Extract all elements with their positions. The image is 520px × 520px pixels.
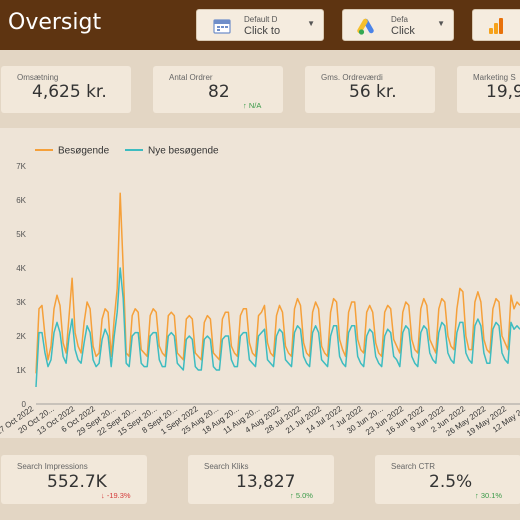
kpi-label: Antal Ordrer xyxy=(169,73,213,82)
y-tick-label: 2K xyxy=(16,332,26,341)
top-bar: Oversigt Default D Click to ▼ Defa Click… xyxy=(0,0,520,50)
date-range-hint: Click to xyxy=(244,25,281,37)
kpi-label: Search Kliks xyxy=(204,462,249,471)
page-title: Oversigt xyxy=(8,10,102,35)
chevron-down-icon: ▼ xyxy=(437,19,445,28)
kpi-value: 56 kr. xyxy=(349,82,397,102)
kpi-card-marketing: Marketing S 19,92 xyxy=(457,66,520,113)
kpi-label: Search Impressions xyxy=(17,462,88,471)
kpi-card-search-impressions: Search Impressions 552.7K ↓ -19.3% xyxy=(1,455,147,504)
kpi-label: Marketing S xyxy=(473,73,516,82)
ads-account-selector[interactable]: Defa Click ▼ xyxy=(342,9,454,41)
kpi-delta: ↑ N/A xyxy=(243,101,262,110)
y-tick-label: 4K xyxy=(16,264,26,273)
kpi-value: 4,625 kr. xyxy=(32,82,107,102)
kpi-label: Omsætning xyxy=(17,73,59,82)
ads-account-label: Defa xyxy=(391,15,408,24)
y-tick-label: 5K xyxy=(16,230,26,239)
date-range-selector[interactable]: Default D Click to ▼ xyxy=(196,9,324,41)
chevron-down-icon: ▼ xyxy=(307,19,315,28)
kpi-label: Gms. Ordreværdi xyxy=(321,73,383,82)
analytics-icon xyxy=(489,18,503,34)
ads-account-hint: Click xyxy=(391,25,415,37)
y-tick-label: 0 xyxy=(22,400,27,409)
calendar-icon xyxy=(213,19,231,34)
y-tick-label: 6K xyxy=(16,196,26,205)
kpi-card-search-clicks: Search Kliks 13,827 ↑ 5.0% xyxy=(188,455,334,504)
line-chart: Besøgende Nye besøgende01K2K3K4K5K6K7K27 … xyxy=(0,146,520,438)
y-tick-label: 7K xyxy=(16,162,26,171)
visitors-chart: Besøgende Nye besøgende 0 1K 2K 3K 4K 5K 6K 7K 27 … xyxy=(0,128,520,438)
y-tick-label: 1K xyxy=(16,366,26,375)
kpi-value: 13,827 xyxy=(236,472,296,492)
kpi-card-revenue: Omsætning 4,625 kr. xyxy=(1,66,131,113)
kpi-delta: ↑ 30.1% xyxy=(475,491,503,500)
y-tick-label: 3K xyxy=(16,298,26,307)
legend-label: Nye besøgende xyxy=(148,146,219,157)
kpi-value: 19,92 xyxy=(486,82,520,102)
kpi-value: 82 xyxy=(208,82,230,102)
kpi-delta: ↑ 5.0% xyxy=(290,491,313,500)
kpi-card-avg-order: Gms. Ordreværdi 56 kr. xyxy=(305,66,435,113)
google-ads-icon xyxy=(357,18,374,35)
kpi-value: 2.5% xyxy=(429,472,473,492)
kpi-label: Search CTR xyxy=(391,462,436,471)
analytics-selector[interactable] xyxy=(472,9,520,41)
kpi-card-search-ctr: Search CTR 2.5% ↑ 30.1% xyxy=(375,455,520,504)
series-line-besogende xyxy=(35,192,520,374)
legend-label: Besøgende xyxy=(58,146,110,157)
kpi-delta: ↓ -19.3% xyxy=(101,491,131,500)
date-range-label: Default D xyxy=(244,15,278,24)
kpi-value: 552.7K xyxy=(47,472,107,492)
series-line-nye-besogende xyxy=(35,267,520,388)
kpi-card-orders: Antal Ordrer 82 ↑ N/A xyxy=(153,66,283,113)
